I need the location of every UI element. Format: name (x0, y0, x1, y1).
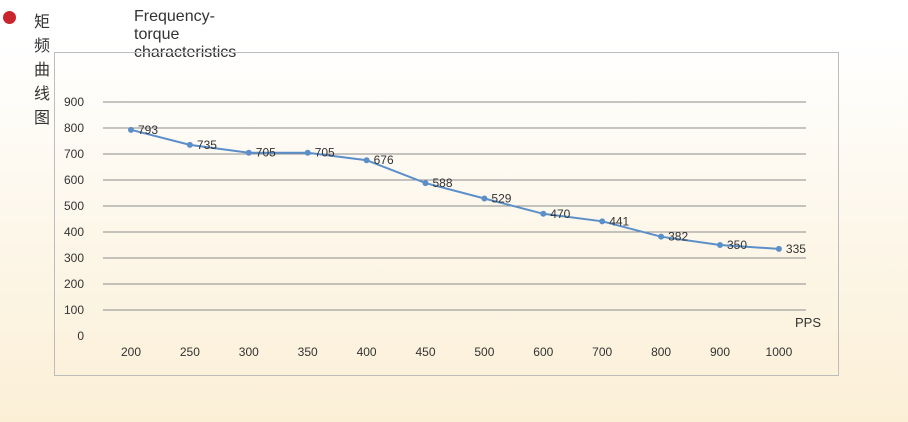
grid-lines (103, 101, 806, 311)
x-tick-label: 500 (474, 345, 494, 359)
x-axis-ticks: 200 250 300 350 400 450 500 600 700 800 900 1000 (121, 345, 793, 359)
x-tick-label: 300 (239, 345, 259, 359)
x-tick-label: 450 (415, 345, 435, 359)
data-point (717, 242, 723, 248)
title-chinese: 矩频曲线图 (34, 12, 52, 127)
y-tick-label: 900 (64, 95, 84, 109)
data-point (245, 149, 252, 156)
data-point (481, 195, 488, 202)
data-point (599, 218, 606, 225)
x-tick-label: 400 (357, 345, 377, 359)
series-line-group (128, 126, 782, 252)
x-tick-label: 1000 (766, 345, 793, 359)
data-label: 470 (550, 207, 570, 221)
series-line (130, 128, 779, 250)
y-axis-ticks: 0 100 200 300 400 500 600 700 800 900 (64, 95, 84, 343)
x-tick-label: 350 (298, 345, 318, 359)
x-tick-label: 250 (180, 345, 200, 359)
chart-frame (54, 52, 839, 376)
data-point (422, 180, 429, 187)
data-label: 350 (727, 238, 747, 252)
x-tick-label: 800 (651, 345, 671, 359)
data-point (128, 126, 134, 133)
data-label: 705 (256, 146, 276, 160)
data-label: 382 (668, 230, 688, 244)
x-tick-label: 600 (533, 345, 553, 359)
data-label: 793 (138, 123, 158, 137)
y-tick-label: 300 (64, 251, 84, 265)
y-tick-label: 500 (64, 199, 84, 213)
red-dot-icon (3, 11, 16, 24)
data-point (775, 245, 782, 252)
data-point (304, 149, 311, 156)
y-tick-label: 800 (64, 121, 84, 135)
data-label: 588 (433, 176, 453, 190)
data-point (658, 233, 665, 240)
data-label: 529 (491, 191, 511, 205)
data-point (540, 210, 547, 217)
data-label: 735 (197, 138, 217, 152)
y-tick-label: 700 (64, 147, 84, 161)
x-tick-label: 200 (121, 345, 141, 359)
y-tick-label: 0 (77, 329, 84, 343)
data-point (363, 157, 370, 164)
y-tick-label: 100 (64, 303, 84, 317)
data-label: 335 (786, 242, 806, 256)
x-tick-label: 700 (592, 345, 612, 359)
data-labels: 793 735 705 705 676 588 529 470 441 382 350 335 (138, 123, 806, 256)
y-tick-label: 200 (64, 277, 84, 291)
data-point (186, 141, 193, 148)
data-label: 441 (609, 214, 629, 228)
y-tick-label: 600 (64, 173, 84, 187)
data-label: 676 (374, 153, 394, 167)
data-label: 705 (315, 146, 335, 160)
y-tick-label: 400 (64, 225, 84, 239)
x-tick-label: 900 (710, 345, 730, 359)
x-axis-unit-label: PPS (795, 315, 821, 330)
